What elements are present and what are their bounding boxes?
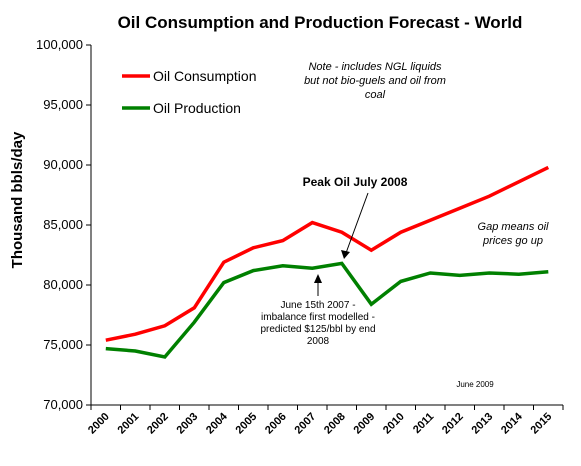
y-tick-label: 70,000 [43, 397, 83, 412]
note-line-1: Note - includes NGL liquids [308, 61, 442, 73]
series-line-production [105, 261, 549, 359]
x-tick-label: 2015 [529, 411, 555, 437]
y-axis-label: Thousand bbls/day [9, 131, 26, 268]
chart-title: Oil Consumption and Production Forecast … [118, 13, 523, 32]
note-line-2: but not bio-guels and oil from [304, 75, 446, 87]
y-axis-ticks: 70,000 75,000 80,000 85,000 90,000 95,000 100,… [36, 37, 91, 412]
imbalance-line-1: June 15th 2007 - [280, 300, 355, 311]
gap-line-2: prices go up [482, 235, 543, 247]
x-tick-label: 2001 [116, 411, 142, 437]
series-lines [105, 165, 550, 359]
x-axis-ticks: 2000 2001 2002 2003 2004 2005 2006 2007 2008 2009… [86, 405, 564, 437]
x-tick-label: 2014 [499, 410, 525, 436]
x-tick-label: 2002 [145, 411, 171, 437]
y-tick-label: 80,000 [43, 277, 83, 292]
y-tick-label: 85,000 [43, 217, 83, 232]
x-tick-label: 2005 [234, 411, 260, 437]
legend-label-production: Oil Production [153, 100, 241, 116]
series-line-consumption [105, 165, 550, 342]
gap-line-1: Gap means oil [478, 221, 549, 233]
peak-oil-arrow [345, 192, 369, 254]
x-tick-label: 2006 [263, 411, 289, 437]
imbalance-line-3: predicted $125/bbl by end [260, 324, 375, 335]
x-tick-label: 2004 [204, 410, 230, 436]
y-tick-label: 95,000 [43, 97, 83, 112]
date-stamp: June 2009 [456, 380, 494, 389]
x-tick-label: 2012 [440, 411, 466, 437]
imbalance-line-2: imbalance first modelled - [261, 312, 375, 323]
x-tick-label: 2010 [381, 411, 407, 437]
x-tick-label: 2009 [352, 411, 378, 437]
imbalance-line-4: 2008 [307, 336, 330, 347]
x-tick-label: 2003 [175, 411, 201, 437]
x-tick-label: 2007 [293, 411, 319, 437]
y-tick-label: 75,000 [43, 337, 83, 352]
peak-oil-arrowhead [341, 250, 350, 259]
y-tick-label: 90,000 [43, 157, 83, 172]
x-tick-label: 2013 [470, 411, 496, 437]
note-line-3: coal [365, 89, 386, 101]
imbalance-arrowhead [314, 274, 322, 283]
x-tick-label: 2011 [411, 411, 436, 436]
legend: Oil Consumption Oil Production [122, 68, 257, 116]
peak-oil-label: Peak Oil July 2008 [303, 175, 408, 189]
legend-label-consumption: Oil Consumption [153, 68, 257, 84]
x-tick-label: 2000 [86, 411, 112, 437]
x-tick-label: 2008 [322, 411, 348, 437]
y-tick-label: 100,000 [36, 37, 83, 52]
